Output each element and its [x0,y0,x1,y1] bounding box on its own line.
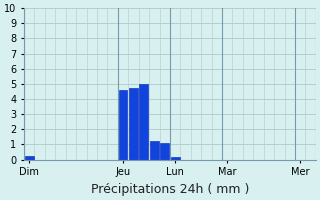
Bar [25,156,34,160]
Bar [171,157,180,160]
Bar [129,88,138,160]
Bar [119,90,127,160]
X-axis label: Précipitations 24h ( mm ): Précipitations 24h ( mm ) [91,183,249,196]
Bar [160,143,169,160]
Bar [150,141,159,160]
Bar [140,84,148,160]
